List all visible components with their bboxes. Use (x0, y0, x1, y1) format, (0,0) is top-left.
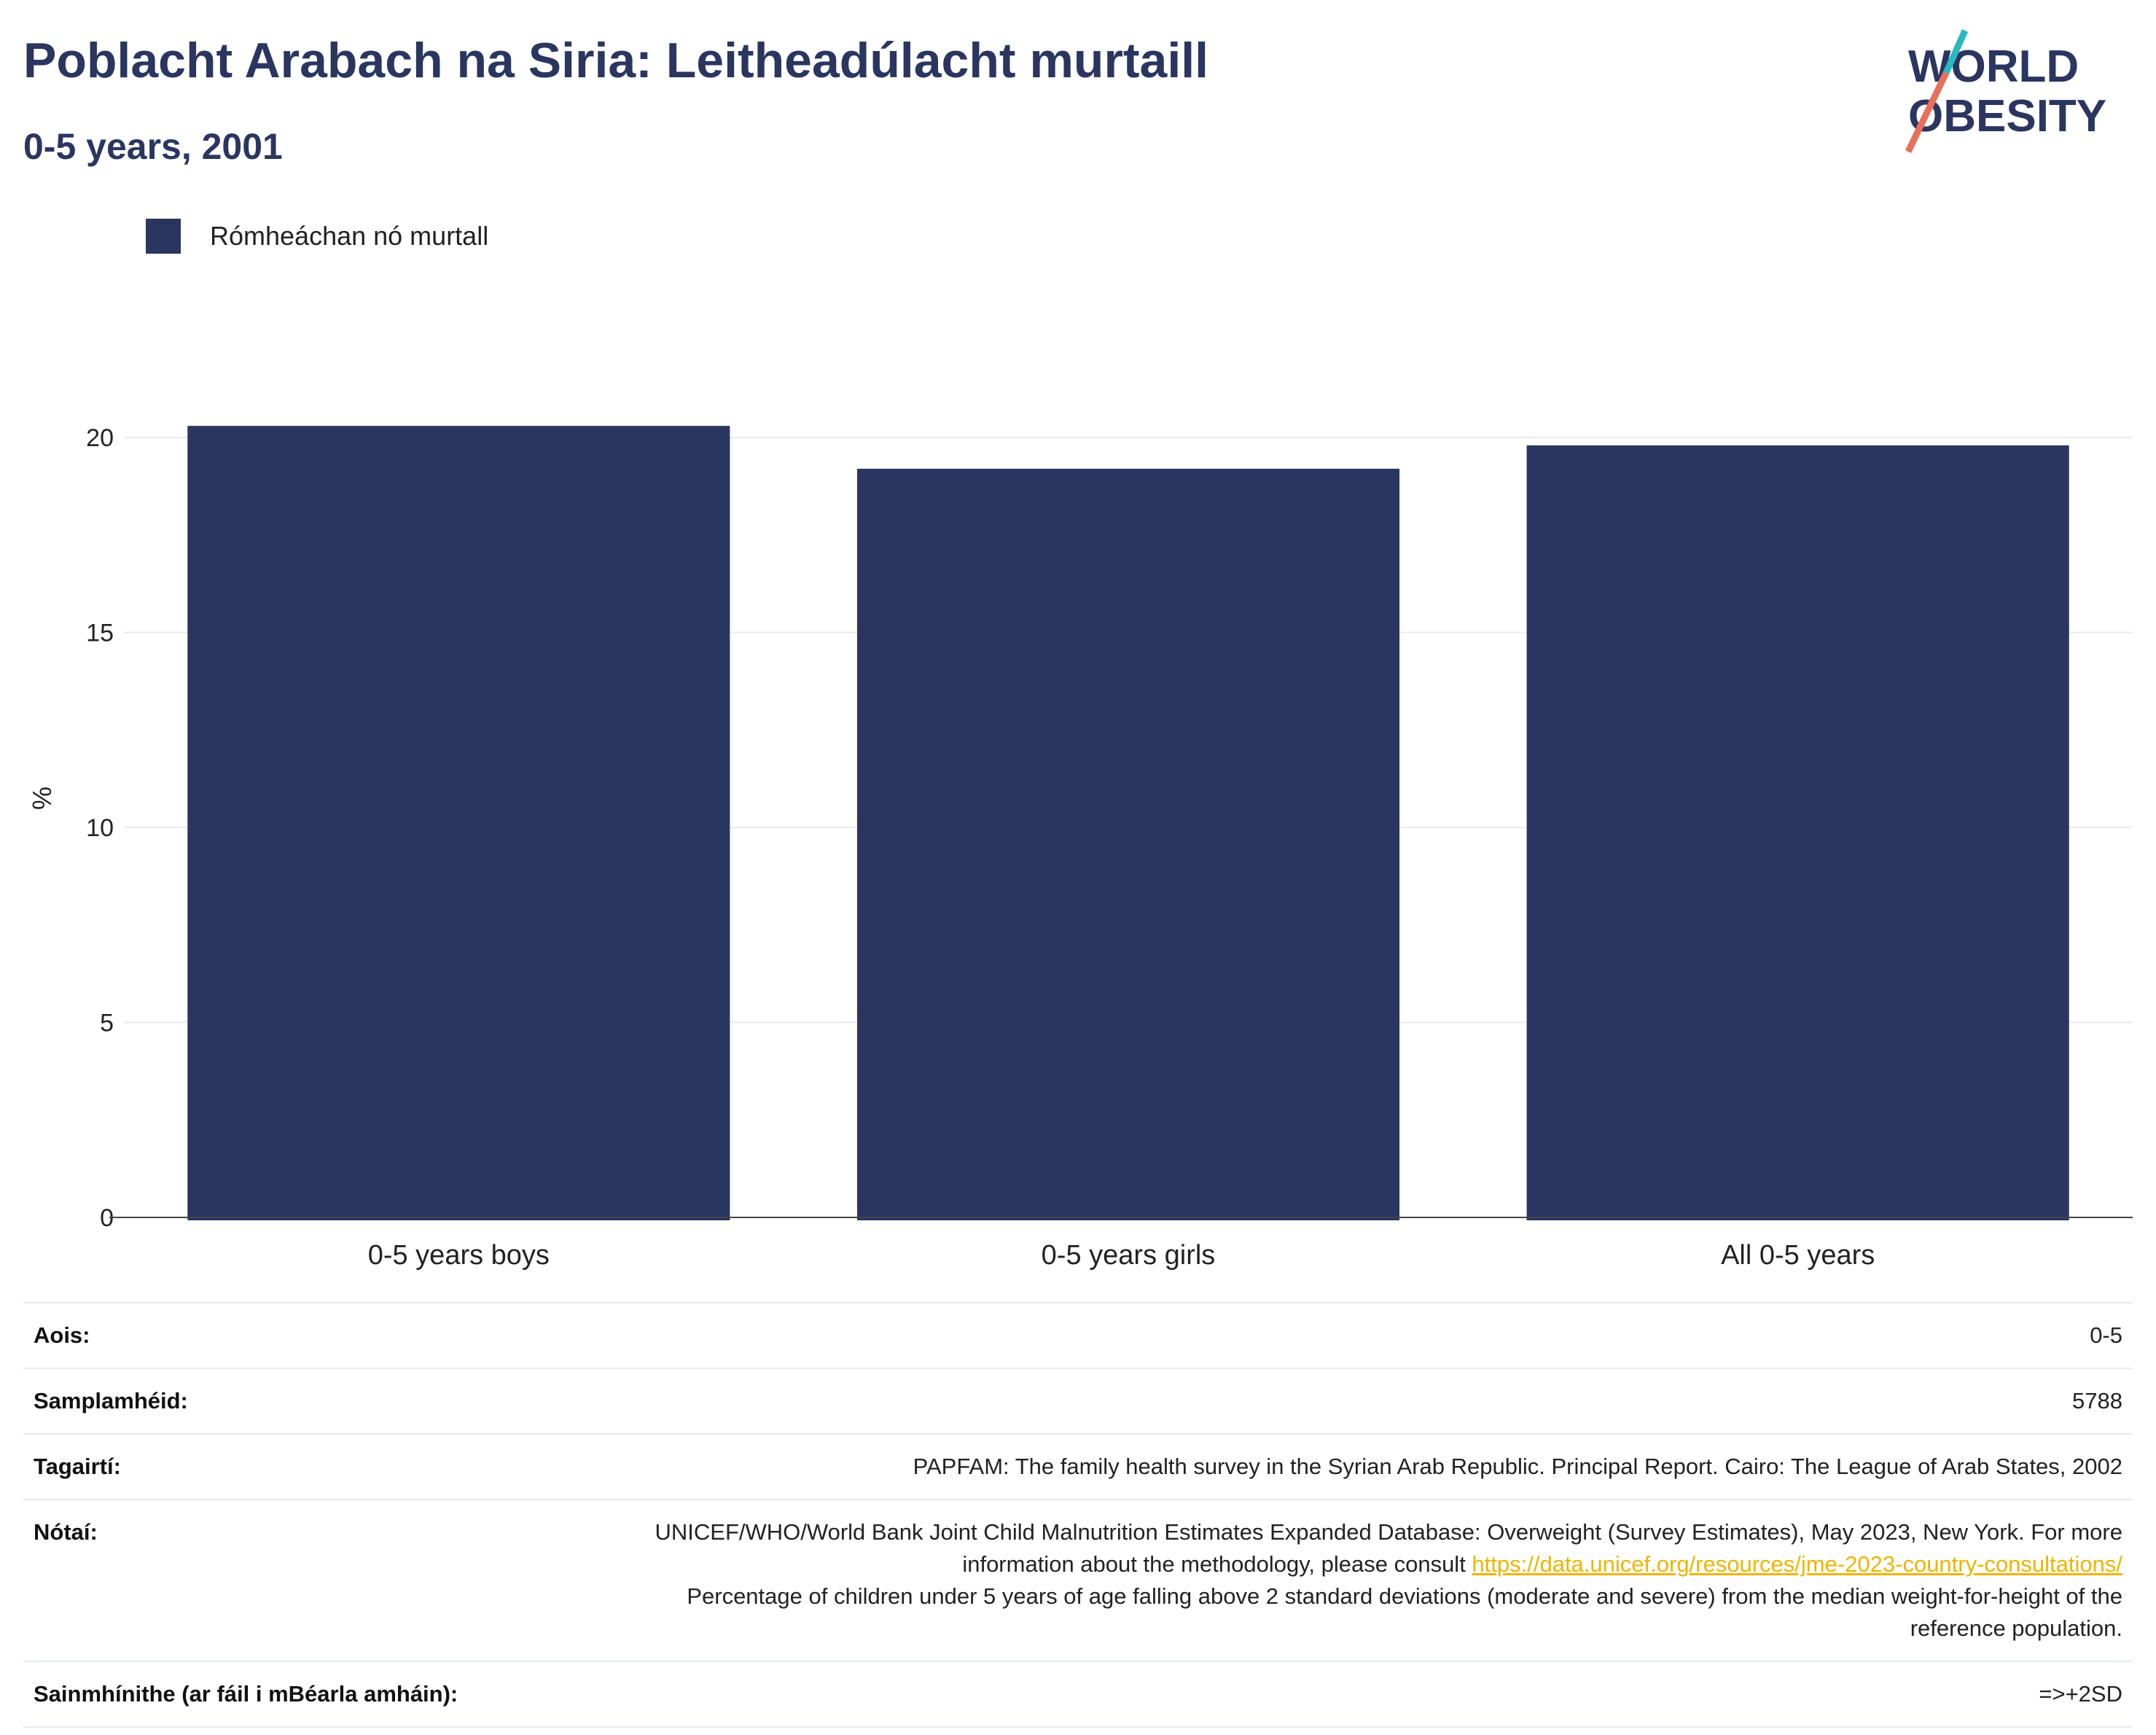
y-tick-label: 10 (86, 814, 114, 842)
age-value: 0-5 (2090, 1322, 2122, 1348)
logo-word-top: WORLD (1908, 42, 2079, 92)
notes-value: UNICEF/WHO/World Bank Joint Child Malnut… (592, 1516, 2122, 1645)
y-tick-label: 15 (86, 620, 114, 647)
logo-slash-teal (1942, 29, 1969, 74)
bar (856, 469, 1400, 1221)
age-label: Aois: (34, 1322, 90, 1348)
y-axis-title: % (27, 787, 57, 810)
x-tick-label: 0-5 years girls (1042, 1240, 1216, 1271)
notes-text: UNICEF/WHO/World Bank Joint Child Malnut… (655, 1519, 2122, 1577)
y-tick-label: 20 (86, 424, 114, 452)
world-obesity-logo: WORLD OBESITY (1905, 29, 2106, 153)
legend-label: Rómheáchan nó murtall (210, 221, 489, 251)
sample-size-label: Samplamhéid: (34, 1388, 188, 1414)
x-tick-label: All 0-5 years (1721, 1240, 1875, 1271)
bar (1526, 445, 2069, 1221)
row-definitions: Sainmhínithe (ar fáil i mBéarla amháin):… (23, 1662, 2133, 1728)
x-tick-label: 0-5 years boys (368, 1240, 550, 1271)
details-table: Aois: 0-5 Samplamhéid: 5788 Tagairtí: PA… (23, 1302, 2133, 1728)
y-tick-label: 5 (100, 1010, 114, 1037)
definitions-label: Sainmhínithe (ar fáil i mBéarla amháin): (34, 1681, 458, 1707)
references-value: PAPFAM: The family health survey in the … (913, 1454, 2122, 1479)
definitions-value: =>+2SD (2039, 1681, 2122, 1707)
methodology-link[interactable]: https://data.unicef.org/resources/jme-20… (1472, 1551, 2122, 1577)
notes-definition-text: Percentage of children under 5 years of … (687, 1583, 2122, 1641)
y-tick-label: 0 (100, 1204, 114, 1232)
row-references: Tagairtí: PAPFAM: The family health surv… (23, 1435, 2133, 1500)
row-sample-size: Samplamhéid: 5788 (23, 1369, 2133, 1435)
chart-title: Poblacht Arabach na Siria: Leitheadúlach… (23, 33, 1209, 88)
logo-slash-coral (1905, 71, 1950, 153)
row-notes: Nótaí: UNICEF/WHO/World Bank Joint Child… (23, 1500, 2133, 1662)
logo-word-bottom: OBESITY (1908, 91, 2106, 141)
bar (187, 426, 730, 1220)
sample-size-value: 5788 (2072, 1388, 2122, 1414)
legend-swatch (146, 219, 181, 254)
chart-subtitle: 0-5 years, 2001 (23, 126, 283, 167)
row-age: Aois: 0-5 (23, 1303, 2133, 1369)
chart-legend: Rómheáchan nó murtall (146, 216, 488, 257)
notes-label: Nótaí: (34, 1519, 98, 1545)
bar-chart: 0 5 10 15 20% 0-5 years boys 0-5 years girls Al… (27, 424, 2133, 1271)
references-label: Tagairtí: (34, 1454, 121, 1479)
